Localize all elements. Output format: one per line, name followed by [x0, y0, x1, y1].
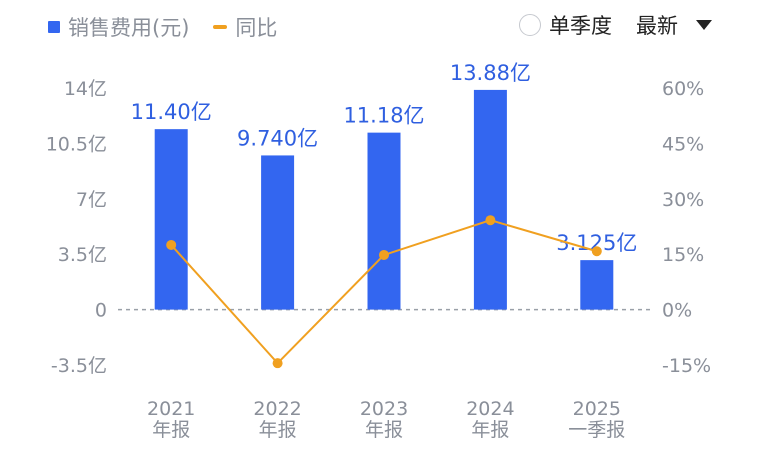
right-tick-label: 30% [662, 189, 704, 211]
sort-label: 最新 [636, 14, 678, 38]
bar-value-label: 11.18亿 [343, 104, 424, 128]
chart-controls: 单季度 最新 [519, 10, 712, 40]
right-tick-label: 45% [662, 133, 704, 155]
left-tick-label: 3.5亿 [58, 244, 107, 266]
left-axis: 14亿 10.5亿 7亿 3.5亿 0 -3.5亿 [46, 78, 107, 377]
single-quarter-toggle[interactable]: 单季度 [519, 10, 612, 40]
x-tick-label: 2022 [253, 398, 301, 420]
line-swatch-icon [213, 25, 228, 29]
left-tick-label: 14亿 [64, 78, 107, 100]
right-tick-label: -15% [662, 355, 711, 377]
legend-bar-label: 销售费用(元) [68, 16, 190, 40]
left-tick-label: 7亿 [76, 189, 107, 211]
x-tick-label: 年报 [259, 419, 297, 441]
legend-line-label: 同比 [235, 16, 278, 40]
line-series [166, 215, 602, 369]
x-tick-label: 2021 [147, 398, 195, 420]
bar-value-label: 13.88亿 [450, 61, 531, 85]
yoy-point [379, 249, 389, 260]
left-tick-label: 0 [95, 300, 107, 322]
bar [580, 260, 614, 310]
bar-value-label: 9.740亿 [237, 126, 318, 150]
yoy-point [272, 358, 283, 369]
left-tick-label: -3.5亿 [51, 355, 107, 377]
single-quarter-label: 单季度 [549, 14, 612, 38]
legend-item-line[interactable]: 同比 [213, 12, 277, 42]
x-tick-label: 年报 [471, 419, 509, 441]
bar [261, 155, 295, 310]
yoy-point [591, 246, 602, 257]
bar-value-label: 11.40亿 [131, 100, 212, 124]
x-tick-label: 年报 [365, 419, 403, 441]
x-tick-label: 2024 [466, 398, 514, 420]
x-tick-label: 2025 [573, 398, 621, 420]
x-tick-label: 2023 [360, 398, 408, 420]
yoy-point [485, 215, 496, 226]
yoy-point [166, 239, 177, 250]
legend: 销售费用(元) 同比 [48, 12, 277, 42]
right-tick-label: 15% [662, 244, 704, 266]
x-tick-label: 年报 [152, 419, 190, 441]
right-tick-label: 0% [662, 300, 692, 322]
right-tick-label: 60% [662, 78, 704, 100]
left-tick-label: 10.5亿 [46, 133, 107, 155]
bar [367, 132, 401, 310]
sort-dropdown[interactable]: 最新 [636, 10, 712, 40]
bar-series [154, 89, 614, 310]
radio-icon[interactable] [519, 14, 541, 36]
bar-swatch-icon [48, 21, 60, 33]
right-axis: 60% 45% 30% 15% 0% -15% [662, 78, 711, 377]
legend-item-bar[interactable]: 销售费用(元) [48, 12, 189, 42]
bar [473, 89, 507, 310]
caret-down-icon [696, 20, 712, 30]
x-tick-label: 一季报 [568, 419, 625, 441]
bar [154, 129, 188, 310]
